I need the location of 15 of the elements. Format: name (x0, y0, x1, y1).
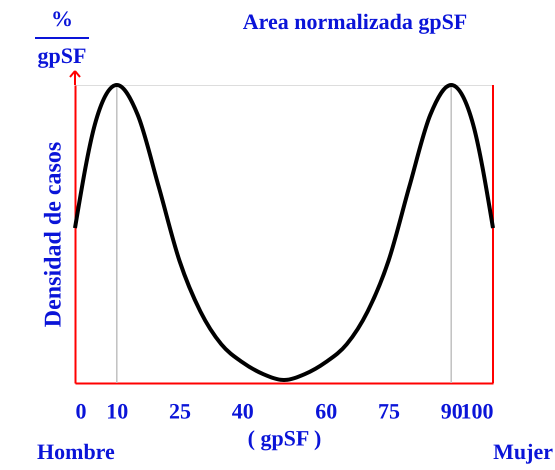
x-tick-label: 100 (460, 398, 494, 424)
chart-title: Area normalizada gpSF (242, 9, 468, 34)
x-axis-title: ( gpSF ) (248, 426, 322, 450)
x-tick-label: 0 (76, 398, 86, 424)
x-tick-label: 25 (169, 398, 191, 424)
x-tick-label: 75 (378, 398, 400, 424)
text: gpSF (38, 43, 86, 68)
text: % (51, 6, 73, 31)
text: Hombre (37, 439, 116, 464)
x-tick-label: 90 (440, 398, 463, 424)
x-tick-label: 60 (315, 398, 338, 424)
text: Mujer (493, 439, 554, 464)
x-tick-label: 40 (232, 398, 254, 424)
x-tick-label: 10 (106, 398, 128, 424)
y-axis-title: Densidad de casos (40, 142, 66, 328)
